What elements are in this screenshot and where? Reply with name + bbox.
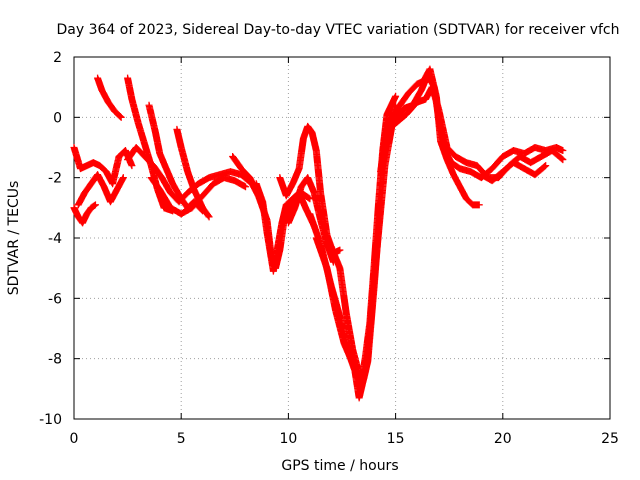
series-markers <box>477 159 550 185</box>
series-arc-morning-low <box>70 144 136 188</box>
series-markers <box>94 74 125 121</box>
y-tick-label: 2 <box>53 50 62 66</box>
series-arc-pre-dip-b <box>252 180 318 275</box>
x-tick-label: 5 <box>177 431 186 447</box>
y-tick-label: -4 <box>48 231 62 247</box>
axis-ticks <box>73 56 611 420</box>
y-axis-label: SDTVAR / TECUs <box>6 181 22 296</box>
y-tick-label: -10 <box>39 412 62 428</box>
x-tick-label: 0 <box>70 431 79 447</box>
x-tick-label: 25 <box>601 431 619 447</box>
data-points <box>70 65 567 402</box>
series-markers <box>124 144 262 206</box>
series-arc-morning-mid <box>74 171 127 209</box>
axis-tick-labels: 0 5 10 15 20 25 -10 -8 -6 -4 -2 0 2 <box>39 50 619 447</box>
chart-title: Day 364 of 2023, Sidereal Day-to-day VTE… <box>56 22 619 38</box>
plot-grid <box>74 57 610 419</box>
series-arc-morning-band-2 <box>147 174 250 218</box>
series-arc-descending-1 <box>94 74 125 121</box>
series-arc-big-dip-c <box>327 198 385 384</box>
series-markers <box>252 180 318 275</box>
series-arc-morning-band <box>124 144 262 206</box>
y-tick-label: -8 <box>48 352 62 368</box>
series-markers <box>147 174 250 218</box>
series-markers <box>70 201 99 227</box>
x-axis-label: GPS time / hours <box>281 458 398 474</box>
y-tick-label: -2 <box>48 171 62 187</box>
x-tick-label: 10 <box>279 431 297 447</box>
series-markers <box>74 171 127 209</box>
series-arc-late-tail <box>477 159 550 185</box>
x-tick-label: 15 <box>387 431 405 447</box>
x-tick-label: 20 <box>494 431 512 447</box>
series-markers <box>327 198 385 384</box>
series-arc-morning-left <box>70 201 99 227</box>
y-tick-label: -6 <box>48 291 62 307</box>
y-tick-label: 0 <box>53 110 62 126</box>
series-markers <box>70 144 136 188</box>
